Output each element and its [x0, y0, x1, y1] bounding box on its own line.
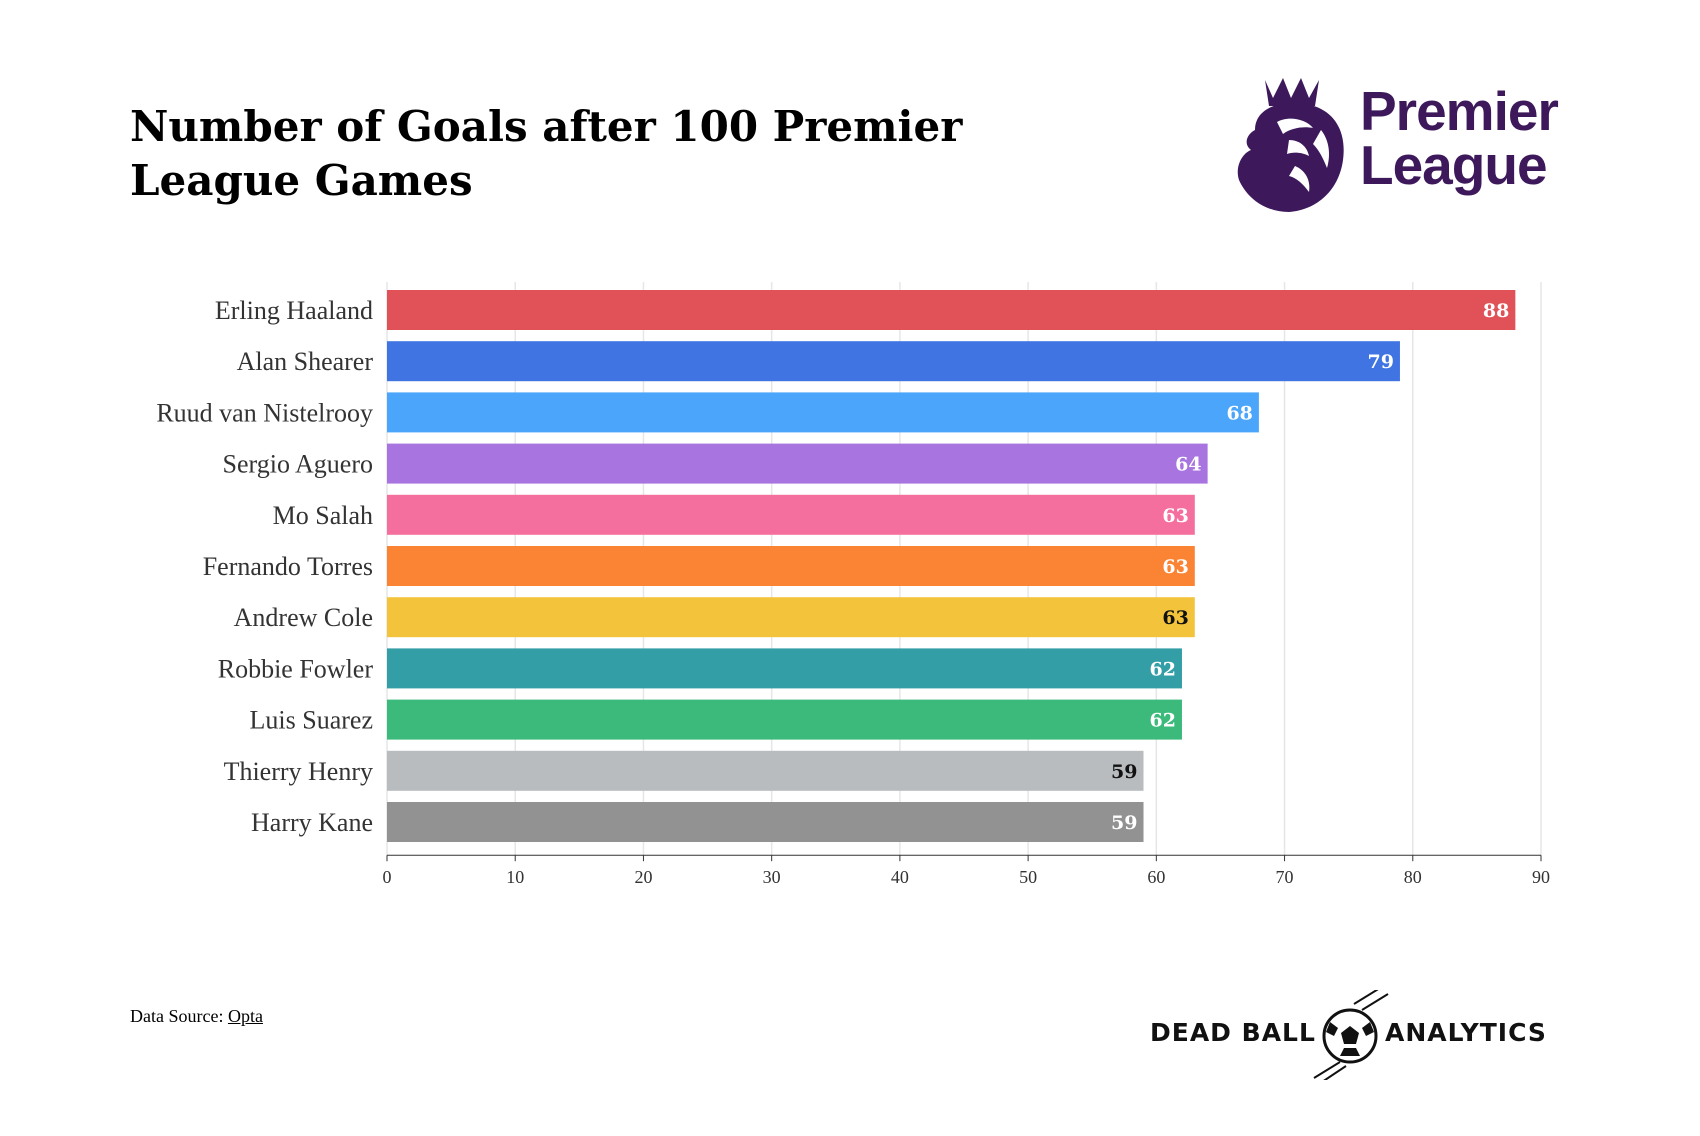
bar-value-label: 59	[1111, 761, 1137, 783]
category-label: Luis Suarez	[250, 706, 373, 735]
bar	[387, 341, 1400, 382]
lion-icon	[1237, 78, 1344, 212]
bar	[387, 699, 1182, 740]
category-label: Andrew Cole	[234, 603, 373, 632]
bar	[387, 494, 1195, 535]
bar	[387, 392, 1259, 433]
bar-value-label: 68	[1226, 402, 1252, 424]
x-tick-label: 60	[1147, 867, 1165, 887]
bar-value-label: 88	[1483, 300, 1509, 322]
dead-ball-analytics-logo: DEAD BALL ANALYTICS	[1150, 990, 1570, 1080]
x-tick-label: 0	[383, 867, 392, 887]
source-label: Data Source:	[130, 1006, 228, 1026]
x-axis-ticks: 0 10 20 30 40 50 60 70 80 90	[383, 854, 1550, 887]
brand-left-text: DEAD BALL	[1150, 1018, 1316, 1047]
x-tick-label: 30	[763, 867, 781, 887]
bar-value-label: 59	[1111, 812, 1137, 834]
category-label: Ruud van Nistelrooy	[156, 398, 373, 427]
category-label: Thierry Henry	[224, 757, 373, 786]
category-label: Erling Haaland	[215, 296, 373, 325]
bar-value-label: 64	[1175, 454, 1201, 476]
x-tick-label: 50	[1019, 867, 1037, 887]
category-labels: Erling Haaland Alan Shearer Ruud van Niste…	[156, 296, 373, 837]
bar-value-label: 62	[1150, 710, 1176, 732]
bar-value-label: 63	[1162, 505, 1188, 527]
bar	[387, 546, 1195, 586]
bar	[387, 802, 1144, 842]
bar-value-label: 63	[1162, 556, 1188, 578]
x-tick-label: 40	[891, 867, 909, 887]
bar-value-label: 63	[1162, 607, 1188, 629]
bar	[387, 750, 1144, 791]
bar-value-label: 79	[1368, 351, 1394, 373]
category-label: Fernando Torres	[203, 552, 373, 581]
source-link[interactable]: Opta	[227, 1006, 263, 1026]
bar	[387, 290, 1516, 330]
bar	[387, 648, 1182, 689]
bars-group: 88 79 68 64 63 63 63 62 62 59 59	[387, 290, 1516, 842]
logo-wordmark: Premier League	[1360, 80, 1559, 196]
data-source: Data Source: Opta	[130, 1006, 263, 1027]
category-label: Mo Salah	[273, 501, 373, 530]
premier-league-logo: Premier League	[1225, 70, 1585, 230]
soccer-ball-icon	[1313, 990, 1389, 1080]
bar-value-label: 62	[1150, 658, 1176, 680]
category-label: Robbie Fowler	[218, 654, 374, 683]
category-label: Harry Kane	[251, 808, 373, 837]
x-tick-label: 80	[1404, 867, 1422, 887]
bar-chart: 88 79 68 64 63 63 63 62 62 59 59 Erling Haaland Ala…	[156, 282, 1550, 887]
bar	[387, 443, 1208, 484]
x-tick-label: 70	[1276, 867, 1294, 887]
chart-title: Number of Goals after 100 Premier League…	[130, 102, 963, 205]
x-tick-label: 10	[506, 867, 524, 887]
category-label: Alan Shearer	[237, 347, 374, 376]
logo-line-1: Premier	[1360, 80, 1559, 142]
brand-right-text: ANALYTICS	[1385, 1018, 1547, 1047]
x-tick-label: 20	[634, 867, 652, 887]
category-label: Sergio Aguero	[223, 450, 373, 479]
logo-line-2: League	[1360, 134, 1548, 196]
x-tick-label: 90	[1532, 867, 1550, 887]
bar	[387, 597, 1195, 638]
